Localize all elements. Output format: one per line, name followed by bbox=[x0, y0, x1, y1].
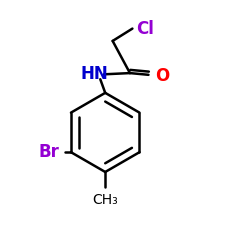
Text: Cl: Cl bbox=[136, 20, 154, 38]
Text: Br: Br bbox=[39, 143, 60, 161]
Text: CH₃: CH₃ bbox=[92, 193, 118, 207]
Text: HN: HN bbox=[80, 65, 108, 83]
Text: O: O bbox=[155, 66, 169, 84]
